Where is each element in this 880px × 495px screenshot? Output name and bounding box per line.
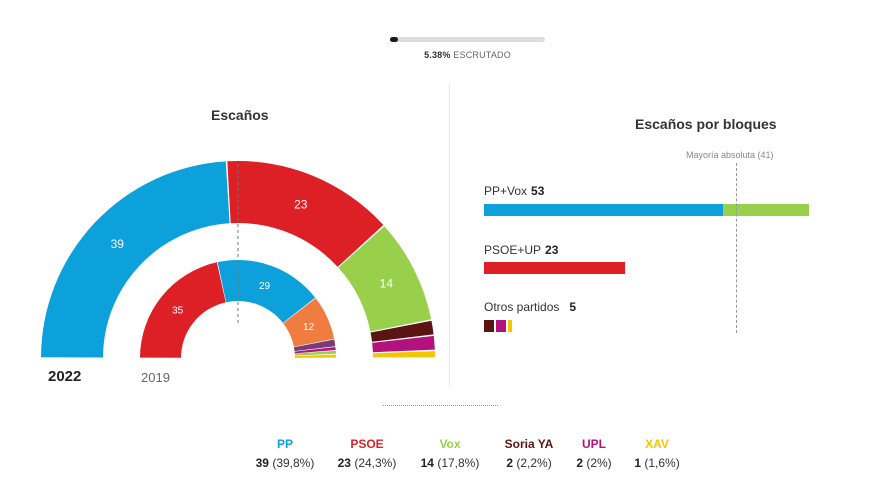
legend-pct: (2,2%) [516, 456, 552, 470]
inner-segment-cs [283, 298, 335, 347]
majority-line [736, 163, 737, 333]
legend-item-psoe: PSOE 23 (24,3%) [322, 437, 412, 470]
legend-value: 14 (17,8%) [405, 456, 495, 470]
outer-segment-upl [372, 335, 435, 353]
inner-segment-upl [294, 347, 336, 354]
outer-segment-vox [338, 226, 432, 332]
legend-name: Soria YA [504, 437, 554, 451]
block-total: 23 [545, 243, 559, 257]
legend-seats: 23 [337, 456, 351, 470]
progress-text: 5.38% ESCRUTADO [390, 50, 545, 60]
block-name: PP+Vox [484, 184, 528, 198]
legend-pct: (39,8%) [272, 456, 315, 470]
legend-name: UPL [582, 437, 606, 451]
legend-item-upl: UPL 2 (2%) [549, 437, 639, 470]
progress-fill [390, 37, 399, 42]
block-label-otros: Otros partidos 5 [484, 300, 576, 314]
legend-item-xav: XAV 1 (1,6%) [612, 437, 702, 470]
legend-seats: 39 [255, 456, 269, 470]
inner-value-label: 35 [172, 305, 184, 316]
legend-item-vox: Vox 14 (17,8%) [405, 437, 495, 470]
legend-pct: (24,3%) [354, 456, 397, 470]
block-bar-pp-vox-vox [723, 204, 809, 216]
outer-segment-xav [372, 351, 435, 358]
legend-seats: 1 [634, 456, 641, 470]
legend-pct: (1,6%) [644, 456, 680, 470]
year-2019-label: 2019 [141, 370, 170, 385]
block-bar-otros-partidos-upl [496, 320, 506, 332]
legend-value: 39 (39,8%) [240, 456, 330, 470]
vertical-divider [449, 84, 450, 386]
legend-value: 2 (2%) [549, 456, 639, 470]
legend-item-soria-ya: Soria YA 2 (2,2%) [484, 437, 574, 470]
outer-value-label: 39 [111, 237, 125, 251]
block-bar-psoe-up-psoe [484, 262, 626, 274]
block-name: Otros partidos [484, 300, 560, 314]
year-2022-label: 2022 [48, 368, 82, 385]
outer-segment-psoe [227, 161, 384, 267]
block-name: PSOE+UP [484, 243, 542, 257]
legend-value: 2 (2,2%) [484, 456, 574, 470]
progress-percent: 5.38% [424, 50, 451, 60]
block-total: 53 [531, 184, 545, 198]
outer-segment-pp [41, 161, 230, 358]
block-bar-otros-partidos-soria-ya [484, 320, 494, 332]
legend-name: PSOE [350, 437, 384, 451]
legend-name: Vox [439, 437, 461, 451]
legend-seats: 14 [420, 456, 434, 470]
blocks-title: Escaños por bloques [635, 116, 777, 132]
inner-segment-psoe [140, 262, 226, 358]
legend-seats: 2 [576, 456, 583, 470]
progress-track [390, 37, 545, 42]
dotted-divider [383, 405, 498, 406]
inner-value-label: 29 [259, 281, 271, 292]
block-bar-otros-partidos-xav [508, 320, 512, 332]
legend-item-pp: PP 39 (39,8%) [240, 437, 330, 470]
legend-value: 23 (24,3%) [322, 456, 412, 470]
inner-value-label: 12 [303, 322, 315, 333]
majority-label: Mayoría absoluta (41) [686, 150, 774, 160]
legend-name: PP [276, 437, 293, 451]
legend-name: XAV [645, 437, 669, 451]
block-label-pp-vox: PP+Vox 53 [484, 184, 544, 198]
scrutiny-progress: 5.38% ESCRUTADO [390, 37, 545, 60]
legend-seats: 2 [506, 456, 513, 470]
block-label-psoe-up: PSOE+UP 23 [484, 243, 558, 257]
progress-suffix: ESCRUTADO [453, 50, 511, 60]
legend-pct: (17,8%) [437, 456, 480, 470]
block-bar-pp-vox-pp [484, 204, 724, 216]
inner-segment-vox [294, 350, 336, 356]
inner-segment-pp [217, 260, 316, 323]
outer-value-label: 23 [294, 197, 308, 211]
legend-pct: (2%) [586, 456, 612, 470]
inner-segment-xav [294, 354, 336, 358]
inner-segment-up [293, 339, 336, 352]
seats-title: Escaños [211, 107, 269, 123]
legend-value: 1 (1,6%) [612, 456, 702, 470]
block-total: 5 [569, 300, 577, 314]
outer-value-label: 14 [380, 276, 394, 290]
outer-segment-soria-ya [370, 320, 434, 342]
